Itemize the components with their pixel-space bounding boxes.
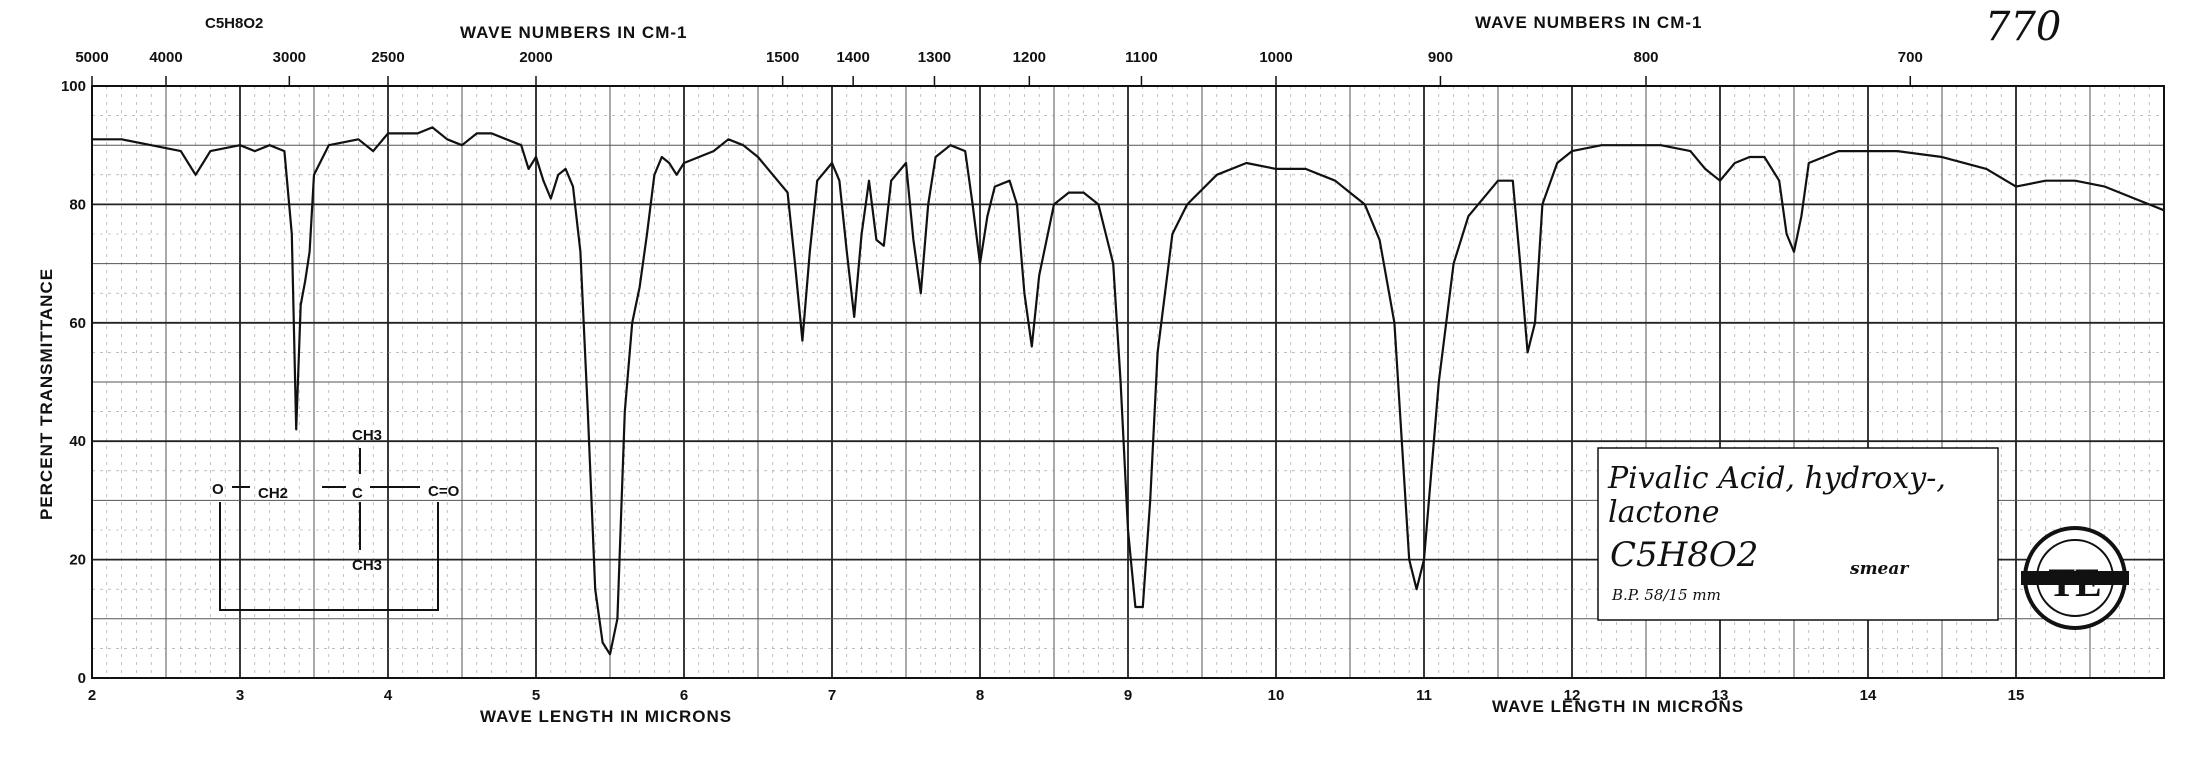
- compound-formula: C5H8O2: [1610, 535, 1758, 575]
- wavenumber-tick-label: 700: [1898, 49, 1923, 66]
- plot-frame: [91, 85, 2165, 679]
- x-tick-label: 12: [1564, 687, 1581, 704]
- y-tick-label: 20: [69, 552, 86, 569]
- x-tick-label: 10: [1268, 687, 1285, 704]
- wavenumber-tick-label: 2500: [371, 49, 404, 66]
- x-tick-label: 9: [1124, 687, 1132, 704]
- y-tick-label: 0: [78, 670, 86, 687]
- wavenumber-tick-label: 1300: [918, 49, 951, 66]
- wavenumber-tick-labels: 5000 4000 3000 2500 2000 1500 1400 1300 1200 1100…: [75, 49, 1923, 86]
- x-tick-label: 13: [1712, 687, 1729, 704]
- wavenumber-tick-label: 1000: [1259, 49, 1292, 66]
- compound-name: Pivalic Acid, hydroxy-,: [1607, 461, 1946, 496]
- structure-ch3-bottom: CH3: [352, 557, 382, 574]
- wavenumber-tick-label: 1500: [766, 49, 799, 66]
- structure-co: C=O: [428, 483, 460, 500]
- x-tick-labels: 2 3 4 5 6 7 8 9 10 11 12 13 14 15: [88, 687, 2025, 704]
- sampling-method: smear: [1849, 559, 1909, 579]
- structure-o: O: [212, 481, 224, 498]
- wavenumber-tick-label: 900: [1428, 49, 1453, 66]
- wavenumber-tick-label: 3000: [273, 49, 306, 66]
- wavenumber-tick-label: 1400: [836, 49, 869, 66]
- x-tick-label: 8: [976, 687, 984, 704]
- top-axis-title-right: WAVE NUMBERS IN CM-1: [1475, 13, 1702, 32]
- compound-label-box: Pivalic Acid, hydroxy-, lactone C5H8O2 s…: [1597, 447, 1999, 621]
- y-tick-label: 80: [69, 196, 86, 213]
- wavenumber-tick-label: 2000: [519, 49, 552, 66]
- x-tick-label: 11: [1416, 687, 1432, 704]
- y-axis-title: PERCENT TRANSMITTANCE: [37, 268, 56, 520]
- x-tick-label: 5: [532, 687, 540, 704]
- x-tick-label: 15: [2008, 687, 2025, 704]
- catalog-number: 770: [1985, 4, 2061, 50]
- compound-name-line2: lactone: [1608, 495, 1719, 530]
- spectrum-line: [92, 126, 2165, 656]
- y-tick-label: 40: [69, 433, 86, 450]
- wavenumber-tick-label: 1200: [1013, 49, 1046, 66]
- x-tick-label: 3: [236, 687, 244, 704]
- wavenumber-tick-label: 1100: [1125, 49, 1158, 66]
- boiling-point: B.P. 58/15 mm: [1611, 586, 1721, 604]
- x-tick-label: 7: [828, 687, 836, 704]
- y-tick-label: 60: [69, 315, 86, 332]
- top-axis-title-left: WAVE NUMBERS IN CM-1: [460, 23, 687, 42]
- wavenumber-tick-label: 4000: [149, 49, 182, 66]
- svg-text:TE: TE: [2048, 560, 2101, 605]
- formula-top-label: C5H8O2: [205, 15, 263, 32]
- wavenumber-tick-label: 5000: [75, 49, 108, 66]
- x-tick-label: 6: [680, 687, 688, 704]
- structure-ch3-top: CH3: [352, 427, 382, 444]
- structure-ch2: CH2: [258, 485, 288, 502]
- tennessee-eastman-seal: TE: [2021, 526, 2129, 630]
- structure-c: C: [352, 485, 363, 502]
- x-tick-label: 4: [384, 687, 393, 704]
- x-axis-title-left: WAVE LENGTH IN MICRONS: [480, 707, 732, 726]
- structure-diagram: O CH2 C C=O CH3 CH3: [212, 427, 460, 611]
- wavenumber-tick-label: 800: [1633, 49, 1658, 66]
- x-tick-label: 2: [88, 687, 96, 704]
- y-tick-label: 100: [61, 78, 86, 95]
- x-tick-label: 14: [1860, 687, 1877, 704]
- x-axis-title-right: WAVE LENGTH IN MICRONS: [1492, 697, 1744, 716]
- y-tick-labels: 0 20 40 60 80 100: [61, 78, 86, 687]
